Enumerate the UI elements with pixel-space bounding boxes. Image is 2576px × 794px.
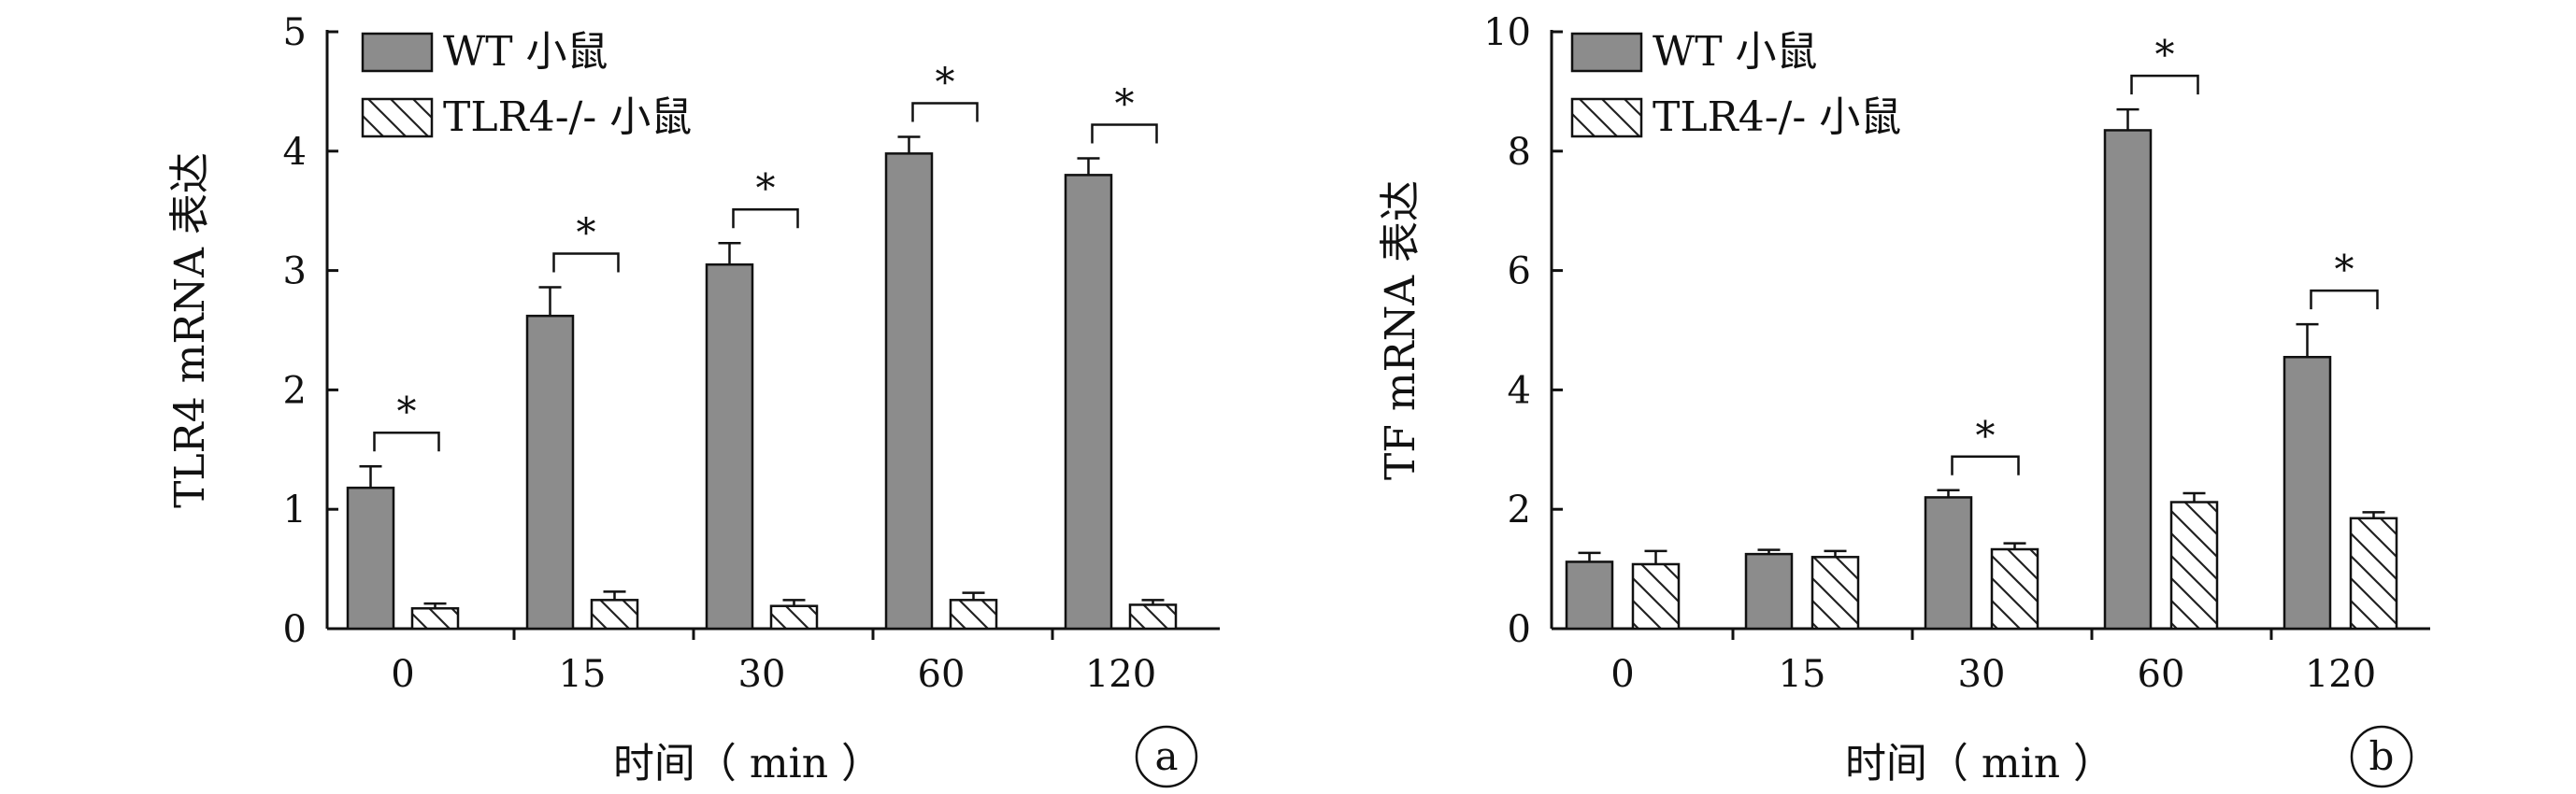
bar-wt xyxy=(884,152,934,631)
bar-wt xyxy=(346,486,395,631)
legend-label: TLR4-/- 小鼠 xyxy=(443,93,692,141)
x-axis-label: 时间（ min ） xyxy=(1845,740,2114,787)
legend-label: WT 小鼠 xyxy=(1653,28,1818,76)
y-tick-label: 8 xyxy=(1508,131,1531,174)
bar-tlr4ko xyxy=(410,607,460,631)
significance-bracket xyxy=(373,431,440,452)
y-tick-label: 10 xyxy=(1483,11,1531,54)
y-tick-label: 4 xyxy=(283,131,307,174)
bar-wt xyxy=(1565,560,1614,631)
bar-tlr4ko xyxy=(2349,517,2398,631)
x-tick-label: 30 xyxy=(1958,653,2006,696)
x-tick-label: 15 xyxy=(1779,653,1826,696)
bar-tlr4ko xyxy=(590,599,639,631)
legend-swatch-tlr4ko xyxy=(1570,97,1643,138)
panel-label-circle xyxy=(1135,725,1198,788)
y-tick-label: 0 xyxy=(283,608,307,651)
legend-swatch-wt xyxy=(361,32,434,73)
bar-tlr4ko xyxy=(2169,501,2219,631)
legend-label: TLR4-/- 小鼠 xyxy=(1653,93,1901,141)
x-tick-label: 60 xyxy=(918,653,966,696)
legend-label: WT 小鼠 xyxy=(443,28,608,76)
bar-wt xyxy=(1744,552,1794,631)
bar-tlr4ko xyxy=(1128,603,1178,631)
panel-b: 0 2 4 6 8 10 0 15 30 * 60 * 120 * WT 小鼠 TLR4-/- 小鼠 TF mR… xyxy=(1377,11,2430,788)
y-tick-label: 1 xyxy=(283,489,307,532)
significance-marker: * xyxy=(756,165,776,211)
legend-swatch-wt xyxy=(1570,32,1643,73)
y-tick-label: 6 xyxy=(1508,250,1531,293)
y-axis-label: TF mRNA 表达 xyxy=(1377,180,1424,480)
y-tick-label: 3 xyxy=(283,250,307,293)
x-tick-label: 0 xyxy=(391,653,414,696)
significance-bracket xyxy=(2310,289,2379,310)
significance-marker: * xyxy=(1115,80,1135,126)
bar-tlr4ko xyxy=(949,599,998,631)
bar-tlr4ko xyxy=(1990,547,2039,631)
significance-bracket xyxy=(1951,455,2020,475)
legend-swatch-tlr4ko xyxy=(361,97,434,138)
significance-bracket xyxy=(911,102,979,122)
significance-marker: * xyxy=(577,209,596,255)
y-tick-label: 4 xyxy=(1508,369,1531,412)
bar-tlr4ko xyxy=(769,604,819,631)
panel-label: a xyxy=(1154,733,1178,779)
bar-wt xyxy=(525,314,575,631)
x-tick-label: 30 xyxy=(738,653,786,696)
x-tick-label: 15 xyxy=(559,653,607,696)
x-axis-label: 时间（ min ） xyxy=(613,740,882,787)
significance-marker: * xyxy=(936,59,955,105)
significance-bracket xyxy=(732,207,799,229)
y-tick-label: 2 xyxy=(283,369,307,412)
significance-bracket xyxy=(1091,123,1158,144)
bar-wt xyxy=(2103,129,2153,631)
x-tick-label: 120 xyxy=(2305,653,2376,696)
panel-a: 0 1 2 3 4 5 0 * 15 * 30 * 60 * 120 * WT 小鼠 TLR4-/- 小鼠 TLR4… xyxy=(166,11,1220,788)
bar-wt xyxy=(1064,174,1113,631)
significance-marker: * xyxy=(397,389,417,434)
bar-wt xyxy=(1924,496,1973,631)
bar-tlr4ko xyxy=(1631,562,1681,631)
significance-bracket xyxy=(2130,74,2199,95)
significance-marker: * xyxy=(2335,247,2354,292)
panel-label-circle xyxy=(2350,725,2413,788)
x-tick-label: 60 xyxy=(2138,653,2185,696)
bar-wt xyxy=(705,262,754,631)
bar-tlr4ko xyxy=(1810,556,1860,631)
y-tick-label: 5 xyxy=(283,11,307,54)
significance-bracket xyxy=(552,252,620,273)
panel-label: b xyxy=(2369,733,2395,779)
x-tick-label: 0 xyxy=(1610,653,1634,696)
bar-wt xyxy=(2283,356,2332,631)
y-tick-label: 2 xyxy=(1508,489,1531,532)
x-tick-label: 120 xyxy=(1085,653,1156,696)
significance-marker: * xyxy=(2155,32,2175,78)
significance-marker: * xyxy=(1976,413,1996,459)
y-axis-label: TLR4 mRNA 表达 xyxy=(166,152,214,508)
y-tick-label: 0 xyxy=(1508,608,1531,651)
